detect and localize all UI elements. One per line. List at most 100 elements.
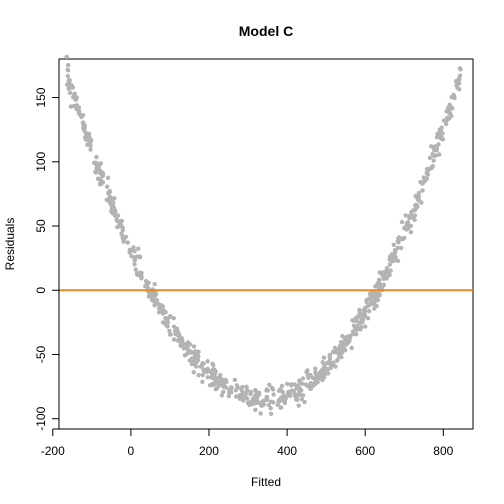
data-point: [137, 270, 143, 275]
data-point: [180, 341, 186, 346]
data-point: [416, 190, 422, 196]
data-point: [226, 393, 232, 399]
x-tick-label: -200: [41, 444, 65, 458]
data-point: [237, 396, 243, 401]
data-point: [313, 375, 319, 381]
data-point: [205, 375, 210, 380]
data-point: [210, 382, 216, 388]
data-point: [113, 208, 118, 213]
data-point: [64, 54, 69, 60]
data-point: [125, 240, 130, 245]
data-point: [305, 383, 310, 389]
data-point: [211, 362, 216, 368]
data-point: [349, 345, 354, 351]
data-point: [253, 407, 258, 413]
data-point: [280, 389, 285, 395]
data-point: [297, 386, 302, 391]
data-point: [211, 371, 216, 376]
data-point: [393, 248, 398, 253]
data-point: [292, 382, 298, 387]
data-point: [120, 234, 125, 239]
data-point: [384, 266, 390, 271]
data-point: [373, 291, 378, 296]
data-point: [109, 209, 114, 214]
data-point: [377, 279, 382, 284]
data-point: [407, 213, 413, 219]
data-point: [132, 262, 137, 267]
chart-title: Model C: [239, 23, 293, 39]
data-point: [260, 399, 266, 404]
data-point: [357, 311, 362, 316]
data-point: [213, 376, 218, 382]
data-point: [223, 385, 229, 390]
data-point: [448, 111, 453, 116]
data-point: [104, 184, 110, 189]
data-point: [343, 341, 348, 346]
data-point: [299, 381, 305, 386]
data-point: [439, 134, 444, 140]
data-point: [457, 66, 463, 71]
data-point: [357, 307, 362, 313]
data-point: [240, 384, 245, 390]
data-point: [117, 221, 123, 227]
data-point: [234, 394, 239, 399]
data-point: [120, 225, 125, 230]
data-point: [361, 309, 366, 314]
data-point: [246, 400, 252, 405]
data-point: [327, 356, 333, 361]
y-tick-label: 50: [34, 219, 48, 233]
data-point: [406, 222, 411, 227]
data-point: [365, 316, 371, 321]
data-point: [393, 254, 398, 260]
data-point: [221, 382, 226, 387]
data-point: [313, 380, 319, 386]
data-point: [426, 166, 432, 172]
data-point: [299, 396, 305, 402]
y-tick-label: 0: [34, 287, 48, 294]
data-point: [217, 376, 223, 381]
data-point: [403, 213, 408, 218]
data-point: [279, 394, 285, 400]
data-point: [436, 134, 441, 140]
data-point: [257, 390, 262, 396]
data-point: [81, 121, 86, 127]
data-point: [168, 332, 173, 337]
data-point: [131, 245, 136, 250]
data-point: [350, 329, 356, 334]
data-point: [146, 294, 152, 299]
data-point: [175, 338, 181, 343]
data-point: [71, 95, 76, 100]
data-point: [135, 254, 140, 259]
data-point: [113, 213, 118, 219]
data-point: [241, 395, 247, 401]
data-point: [420, 188, 425, 193]
data-point: [308, 386, 314, 391]
data-point: [357, 320, 362, 325]
data-point: [327, 352, 332, 358]
data-point: [291, 388, 297, 393]
data-point: [372, 306, 377, 311]
data-point: [415, 197, 421, 202]
data-point: [193, 349, 198, 354]
data-point: [187, 349, 192, 355]
data-point: [396, 240, 401, 245]
plot-area: [58, 58, 474, 430]
data-point: [342, 348, 348, 353]
data-point: [194, 356, 199, 361]
data-point: [266, 402, 271, 408]
data-point: [332, 345, 338, 351]
data-point: [201, 367, 206, 373]
data-point: [94, 154, 99, 160]
data-point: [265, 388, 270, 393]
data-point: [270, 387, 276, 392]
data-point: [160, 311, 166, 316]
data-point: [93, 170, 99, 175]
data-point: [350, 318, 355, 323]
data-point: [196, 373, 201, 378]
data-point: [313, 366, 318, 371]
data-point: [171, 316, 176, 321]
data-point: [414, 203, 420, 208]
data-point: [234, 383, 239, 388]
data-point: [431, 153, 436, 158]
